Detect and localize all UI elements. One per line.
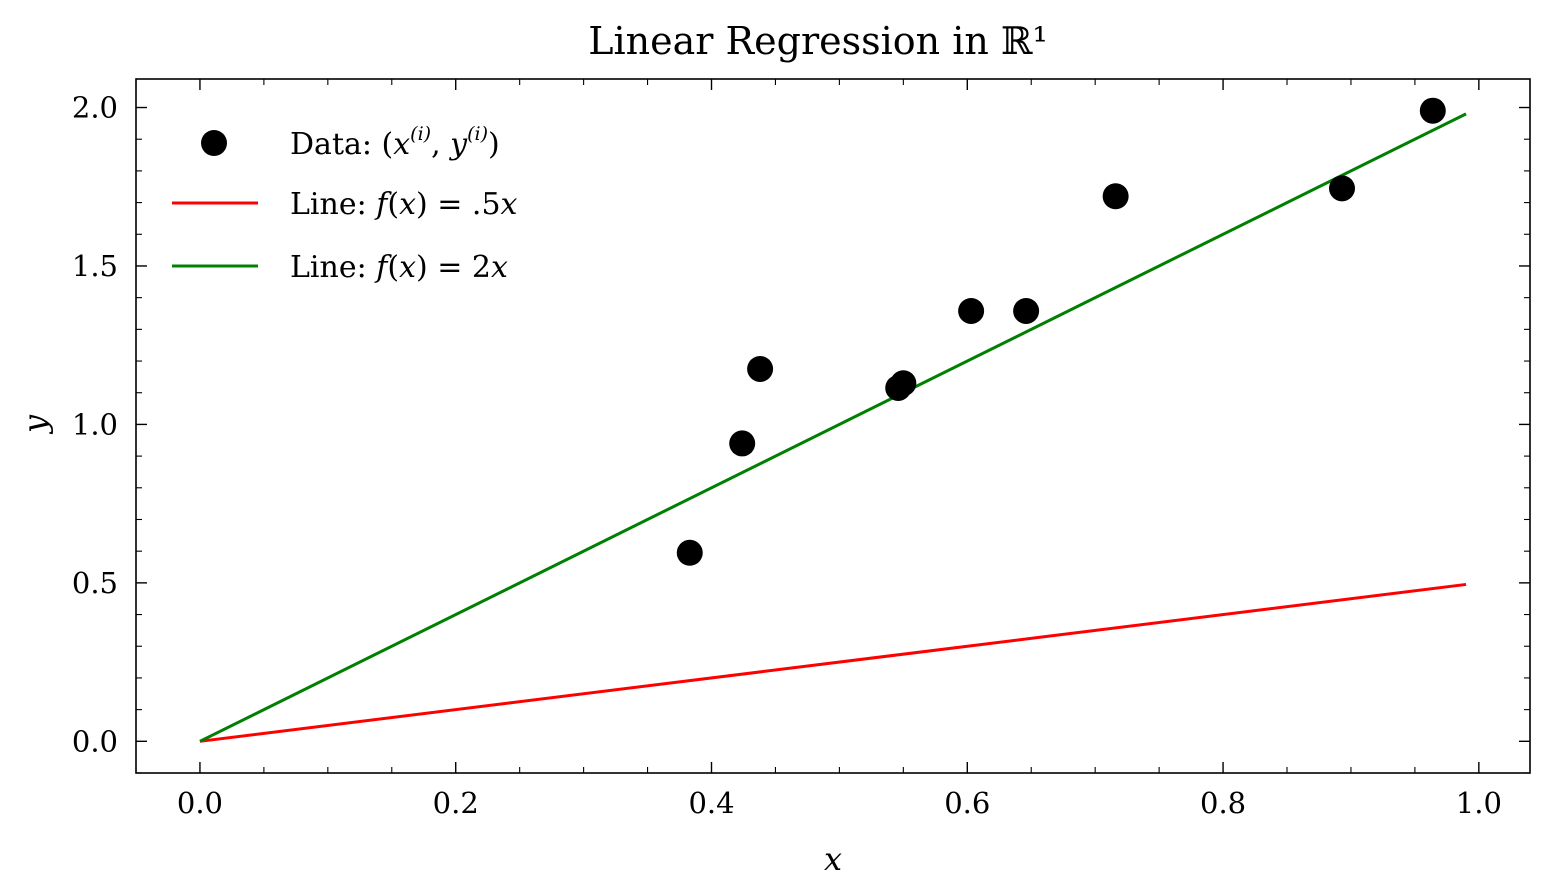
y-axis-label: y: [16, 414, 54, 435]
x-tick-label: 0.4: [688, 786, 734, 820]
data-point: [1329, 175, 1356, 202]
data-point: [676, 539, 703, 566]
line-series-1: [199, 582, 1467, 743]
legend-label-double: Line: f(x) = 2x: [290, 250, 508, 285]
x-axis-label: x: [824, 840, 842, 878]
x-tick-label: 1.0: [1456, 786, 1502, 820]
chart-title: Linear Regression in ℝ¹: [588, 19, 1047, 63]
series: [199, 97, 1467, 743]
data-point: [1013, 297, 1040, 324]
legend-label-data: Data: (x(i), y(i)): [290, 123, 500, 162]
data-point: [1419, 97, 1446, 124]
y-tick-label: 0.0: [72, 724, 118, 758]
y-tick-label: 1.0: [72, 407, 118, 441]
data-point: [890, 370, 917, 397]
legend-marker-data: [201, 130, 227, 156]
legend: Data: (x(i), y(i)) Line: f(x) = .5x Line…: [172, 123, 518, 285]
x-tick-label: 0.8: [1200, 786, 1246, 820]
line-series-2: [199, 112, 1467, 743]
plot-frame: [135, 78, 1531, 774]
data-point: [958, 297, 985, 324]
x-tick-label: 0.2: [433, 786, 479, 820]
x-tick-label: 0.0: [177, 786, 223, 820]
axis-ticks: 0.0 0.2 0.4 0.6 0.8 1.0 0.0 0.5 1.0 1.5 2.0: [72, 79, 1530, 820]
data-point: [1102, 183, 1129, 210]
y-tick-label: 0.5: [72, 566, 118, 600]
data-point: [729, 430, 756, 457]
data-point: [747, 355, 774, 382]
y-tick-label: 1.5: [72, 249, 118, 283]
x-tick-label: 0.6: [944, 786, 990, 820]
y-tick-label: 2.0: [72, 91, 118, 125]
legend-label-half: Line: f(x) = .5x: [290, 187, 518, 222]
